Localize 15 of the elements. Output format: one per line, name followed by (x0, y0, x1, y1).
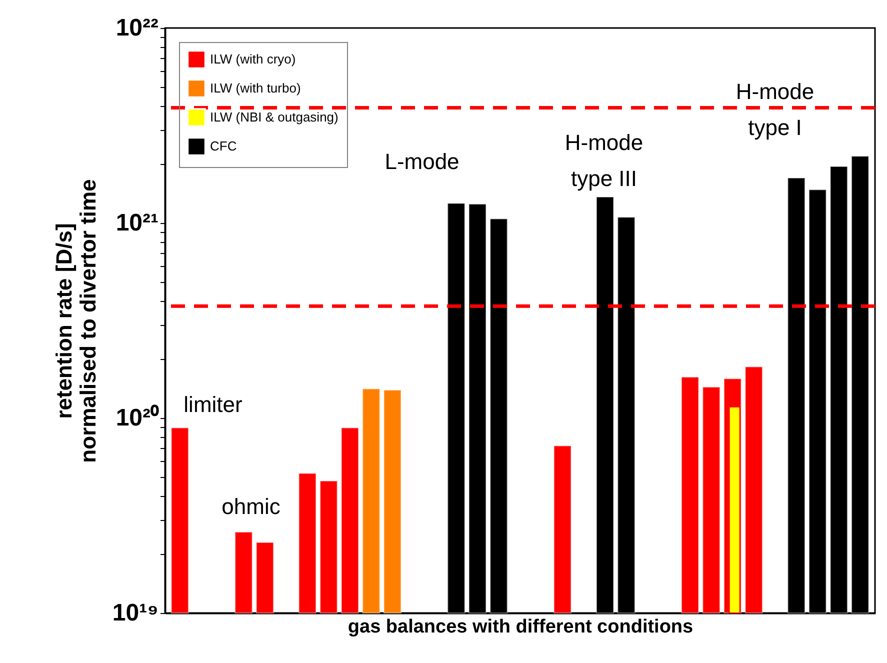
legend-label: CFC (210, 138, 237, 154)
legend-label: ILW (NBI & outgasing) (210, 110, 338, 124)
y-tick-label: 10²⁰ (116, 404, 160, 432)
annotation: H-mode type I (736, 79, 814, 140)
y-axis-title: retention rate [D/s] normalised to divertor time (51, 179, 100, 463)
y-tick-label: 10²¹ (116, 210, 158, 236)
y-tick-label: 10¹⁹ (112, 600, 158, 626)
legend-label: ILW (with turbo) (210, 80, 301, 96)
legend-label: ILW (with cryo) (210, 52, 296, 66)
x-axis-title: gas balances with different conditions (348, 616, 694, 638)
annotation: limiter (184, 392, 242, 417)
annotation: ohmic (222, 494, 280, 519)
annotation: L-mode (384, 149, 460, 174)
y-tick-label: 10²² (116, 14, 158, 42)
annotation: H-mode type III (564, 130, 644, 191)
